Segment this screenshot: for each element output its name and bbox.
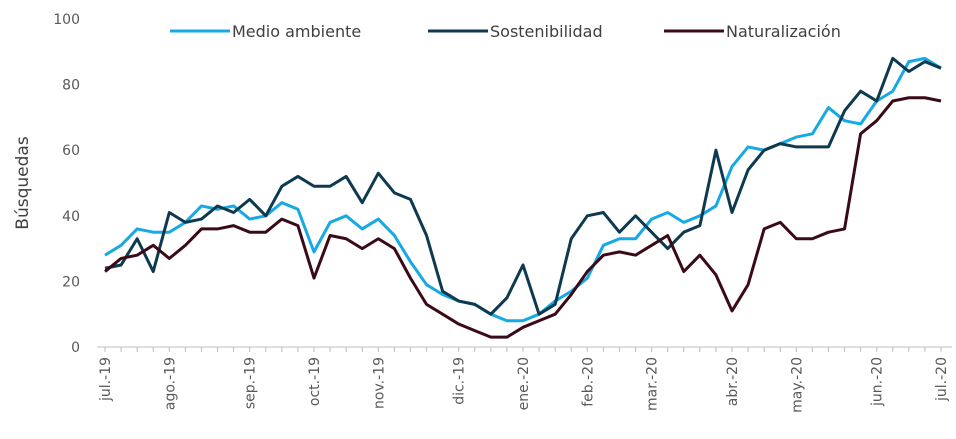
y-tick-label: 60 (62, 143, 80, 159)
y-tick-label: 20 (62, 274, 80, 290)
y-axis-label: Búsquedas (13, 136, 33, 230)
x-tick-label: dic.-19 (452, 357, 468, 405)
x-tick-label: jul.-20 (934, 357, 950, 402)
x-tick-label: sep.-19 (243, 357, 259, 409)
x-tick-label: abr.-20 (725, 357, 741, 406)
x-tick-label: jun.-20 (870, 357, 886, 407)
y-tick-label: 40 (62, 209, 80, 225)
x-tick-label: mar.-20 (645, 357, 661, 411)
x-tick-label: oct.-19 (307, 357, 323, 406)
legend-label: Sostenibilidad (490, 22, 603, 41)
y-tick-label: 0 (71, 340, 80, 356)
y-tick-label: 80 (62, 78, 80, 94)
series-line (104, 96, 942, 339)
legend-label: Medio ambiente (232, 22, 361, 41)
x-tick-label: feb.-20 (580, 357, 596, 407)
x-tick-label: may.-20 (789, 357, 805, 413)
x-tick-label: nov.-19 (371, 357, 387, 409)
y-tick-label: 100 (53, 12, 80, 28)
series-line (104, 56, 942, 316)
legend-label: Naturalización (726, 22, 841, 41)
x-tick-label: ago.-19 (162, 357, 178, 410)
series-line (104, 56, 942, 323)
x-tick-label: ene.-20 (516, 357, 532, 410)
x-tick-label: jul.-19 (98, 357, 114, 402)
